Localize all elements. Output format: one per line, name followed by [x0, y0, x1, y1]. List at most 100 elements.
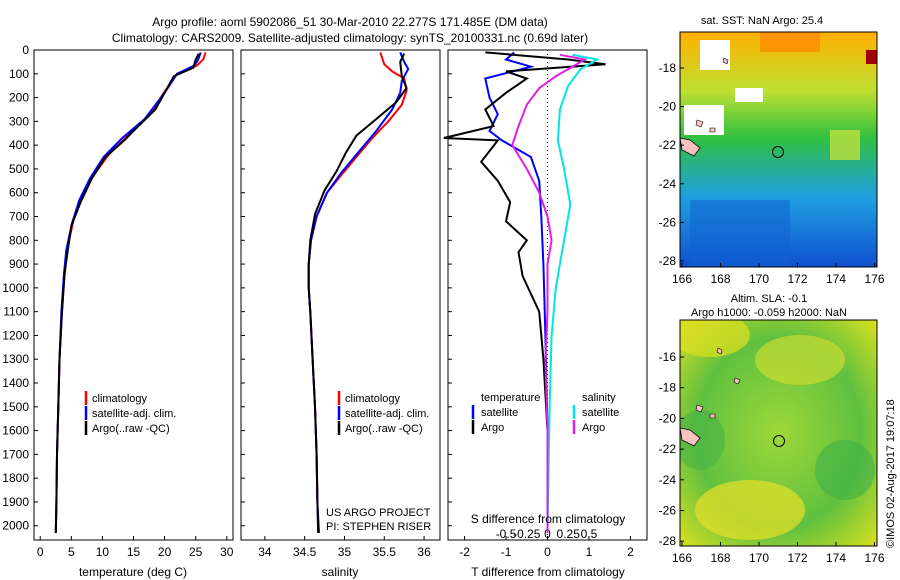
- series-line-argo-raw-qc-: [54, 53, 200, 533]
- sla-high-patch: [755, 335, 845, 385]
- legend-label-satellite: satellite-adj. clim.: [345, 408, 429, 420]
- legend-label-climatology: climatology: [92, 393, 148, 405]
- x-tick-label: 35.5: [373, 545, 397, 559]
- map-x-tick-label: 170: [749, 551, 769, 565]
- temperature-xlabel: temperature (deg C): [79, 565, 187, 579]
- depth-tick-label: 1100: [3, 305, 29, 319]
- header-line2: Climatology: CARS2009. Satellite-adjuste…: [112, 31, 588, 45]
- map-x-tick-label: 166: [672, 551, 692, 565]
- header-line1: Argo profile: aoml 5902086_51 30-Mar-201…: [152, 15, 548, 29]
- map-y-tick-label: -24: [659, 177, 677, 191]
- depth-tick-label: 2000: [2, 519, 29, 533]
- sst-cloud-mask: [700, 40, 730, 70]
- x-tick-label: 25: [189, 545, 203, 559]
- depth-tick-label: 100: [9, 67, 29, 81]
- map-y-tick-label: -28: [659, 534, 677, 548]
- s-tick-label: 0.25: [557, 527, 581, 541]
- x-tick-label: 1: [586, 545, 593, 559]
- depth-tick-label: 1300: [2, 352, 29, 366]
- sla-high-patch: [680, 320, 750, 357]
- map-x-tick-label: 176: [864, 551, 884, 565]
- map-x-tick-label: 174: [826, 551, 846, 565]
- series-line-argo-raw-qc-: [307, 53, 408, 533]
- sla-low-patch: [815, 440, 875, 500]
- sst-hot-patch: [866, 50, 877, 64]
- x-tick-label: 36: [417, 545, 431, 559]
- project-annotation-line1: US ARGO PROJECT: [326, 507, 431, 519]
- map-x-tick-label: 176: [864, 272, 884, 286]
- sla-map-title2: Argo h1000: -0.059 h2000: NaN: [691, 307, 847, 319]
- series-line-climatology: [54, 52, 207, 533]
- footer-credit: ©IMOS 02-Aug-2017 19:07:18: [885, 399, 897, 548]
- map-y-tick-label: -20: [659, 100, 677, 114]
- legend-label-s-satellite: satellite: [582, 407, 619, 419]
- depth-tick-label: 900: [9, 257, 29, 271]
- depth-tick-label: 1200: [2, 328, 29, 342]
- legend-header-temperature: temperature: [481, 392, 540, 404]
- map-x-tick-label: 170: [749, 272, 769, 286]
- depth-tick-label: 500: [9, 162, 29, 176]
- sla-map-title1: Altim. SLA: -0.1: [731, 293, 807, 305]
- sst-cloud-mask: [684, 105, 724, 135]
- argo-location-marker: [773, 435, 785, 447]
- map-y-tick-label: -22: [659, 138, 677, 152]
- map-x-tick-label: 168: [710, 551, 730, 565]
- x-tick-label: 0: [544, 545, 551, 559]
- x-tick-label: -1: [501, 545, 512, 559]
- salinity-legend: climatology satellite-adj. clim. Argo(..…: [337, 391, 429, 435]
- sst-warm-patch: [760, 32, 820, 52]
- depth-axis: 0 100 200 300 400 500 600 700 800 900 1000 1100 1200…: [2, 43, 452, 533]
- depth-tick-label: 600: [9, 186, 29, 200]
- s-tick-label: 0.5: [581, 527, 598, 541]
- series-line-t-satellite: [484, 51, 549, 533]
- salinity-xlabel: salinity: [322, 565, 359, 579]
- sla-high-patch: [695, 480, 805, 540]
- map-x-tick-label: 172: [787, 272, 807, 286]
- map-y-tick-label: -26: [659, 504, 677, 518]
- map-y-tick-label: -18: [659, 61, 677, 75]
- legend-label-argo: Argo(..raw -QC): [345, 423, 423, 435]
- depth-tick-label: 1800: [2, 471, 29, 485]
- depth-tick-label: 1600: [2, 424, 29, 438]
- series-line-satellite-adj-clim-: [307, 52, 410, 533]
- salinity-panel-frame: [240, 49, 441, 541]
- sst-map-title: sat. SST: NaN Argo: 25.4: [701, 15, 823, 27]
- s-tick-label: 0: [544, 527, 551, 541]
- sst-cold-patch: [690, 200, 790, 267]
- sla-low-patch: [680, 410, 725, 470]
- depth-tick-label: 1700: [2, 447, 29, 461]
- sst-axes: 166 168 170 172 174 176 -18 -20 -22 -24 -26 -28: [659, 61, 885, 286]
- map-y-tick-label: -28: [659, 254, 677, 268]
- x-tick-label: 10: [96, 545, 110, 559]
- map-y-tick-label: -18: [659, 381, 677, 395]
- sst-cloud-mask: [735, 88, 763, 102]
- legend-label-t-satellite: satellite: [481, 407, 518, 419]
- map-y-tick-label: -26: [659, 215, 677, 229]
- map-x-tick-label: 172: [787, 551, 807, 565]
- difference-legend: temperature salinity satellite Argo sate…: [471, 392, 619, 434]
- map-x-tick-label: 168: [710, 272, 730, 286]
- depth-tick-label: 700: [9, 210, 29, 224]
- legend-label-s-argo: Argo: [582, 422, 605, 434]
- depth-tick-label: 0: [22, 43, 29, 57]
- x-tick-label: 15: [127, 545, 141, 559]
- depth-tick-label: 1900: [2, 495, 29, 509]
- argo-location-marker: [772, 146, 784, 158]
- series-line-climatology: [307, 52, 408, 533]
- sla-map: [680, 320, 877, 546]
- temperature-legend: climatology satellite-adj. clim. Argo(..…: [84, 391, 176, 435]
- s-tick-label: -0.25: [513, 527, 541, 541]
- x-tick-label: -2: [459, 545, 470, 559]
- depth-tick-label: 300: [9, 114, 29, 128]
- x-tick-label: 0: [37, 545, 44, 559]
- depth-tick-label: 1500: [2, 400, 29, 414]
- series-line-satellite-adj-clim-: [54, 52, 202, 533]
- x-tick-label: 35: [338, 545, 352, 559]
- map-y-tick-label: -24: [659, 473, 677, 487]
- depth-tick-label: 400: [9, 138, 29, 152]
- island-shape: [680, 427, 701, 447]
- legend-label-satellite: satellite-adj. clim.: [92, 408, 176, 420]
- map-y-tick-label: -16: [659, 350, 677, 364]
- temperature-chart: 0 5 10 15 20 25 30: [37, 52, 234, 559]
